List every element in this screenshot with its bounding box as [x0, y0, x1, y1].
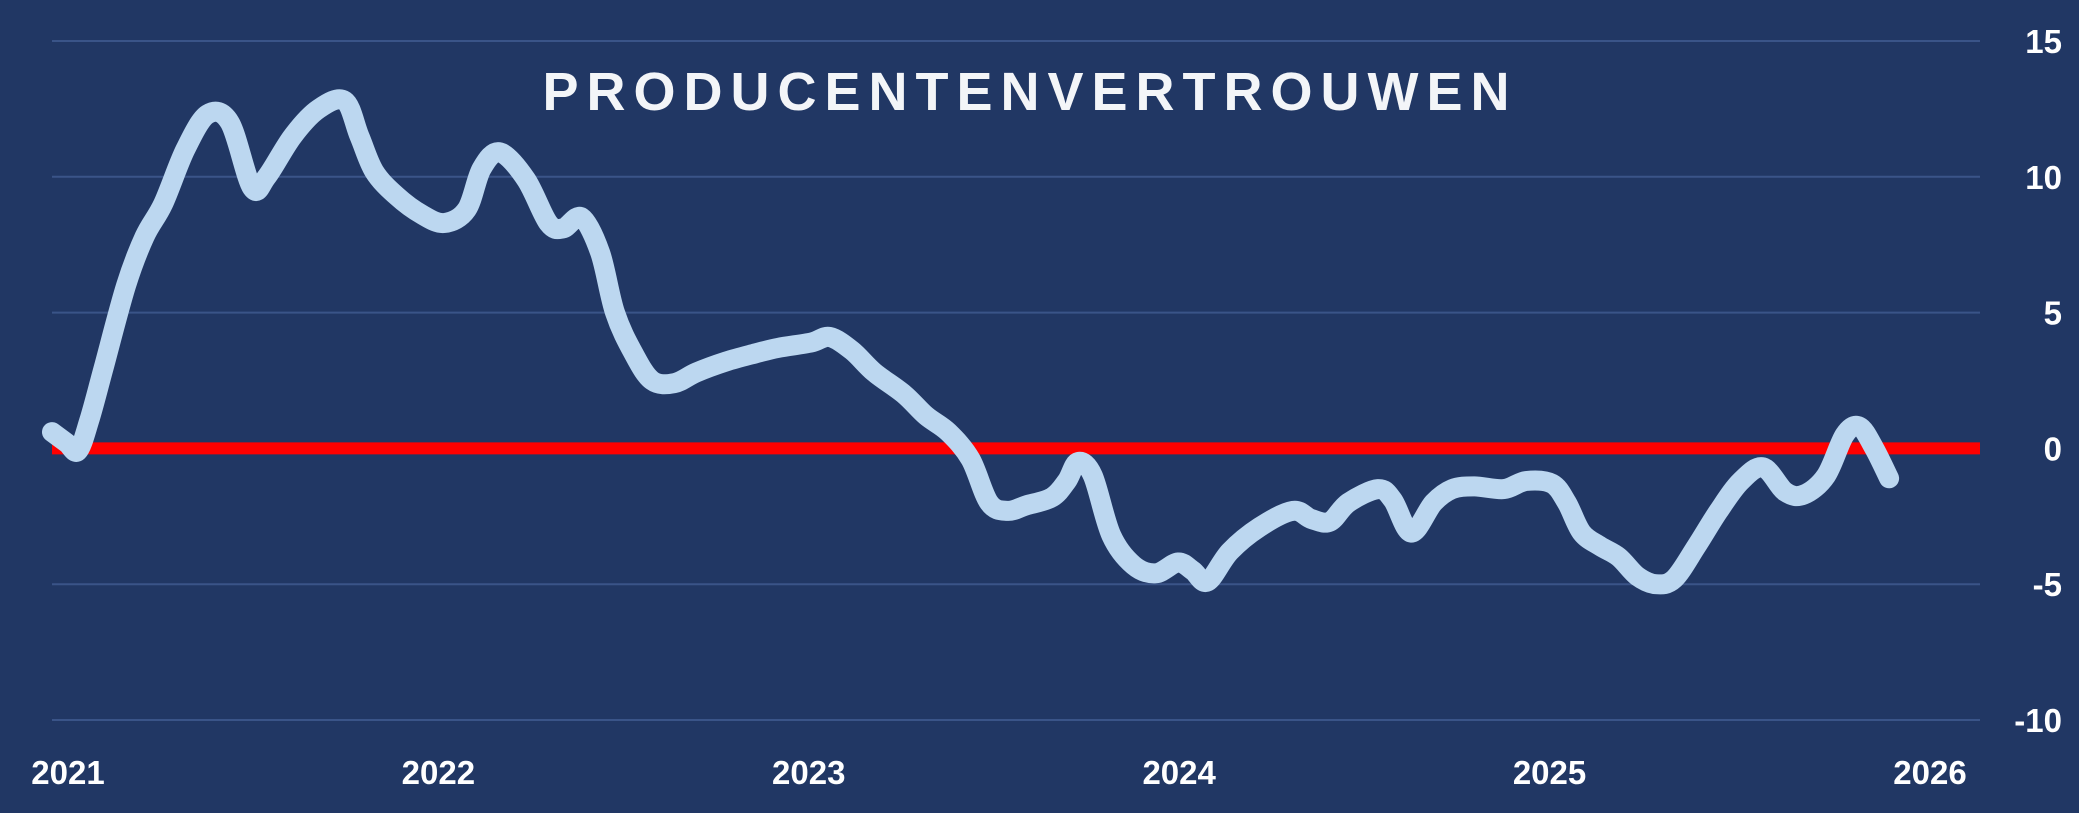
x-tick-label: 2023 [772, 754, 845, 791]
gridlines [52, 40, 1980, 721]
y-tick-label: 0 [2044, 430, 2062, 467]
y-tick-label: -10 [2014, 702, 2062, 739]
x-tick-label: 2022 [402, 754, 475, 791]
series-group [42, 89, 1900, 595]
y-axis-tick-labels: 15 10 5 0 -5 -10 [2014, 23, 2062, 739]
x-axis-tick-labels: 2021 2022 2023 2024 2025 2026 [31, 754, 1966, 791]
y-tick-label: -5 [2033, 566, 2062, 603]
series-line [42, 89, 1900, 595]
x-tick-label: 2026 [1893, 754, 1966, 791]
y-tick-label: 15 [2025, 23, 2062, 60]
chart-title: PRODUCENTENVERTROUWEN [542, 62, 1517, 122]
x-tick-label: 2021 [31, 754, 104, 791]
y-tick-label: 10 [2025, 159, 2062, 196]
x-tick-label: 2025 [1513, 754, 1586, 791]
y-tick-label: 5 [2044, 295, 2062, 332]
x-tick-label: 2024 [1142, 754, 1216, 791]
